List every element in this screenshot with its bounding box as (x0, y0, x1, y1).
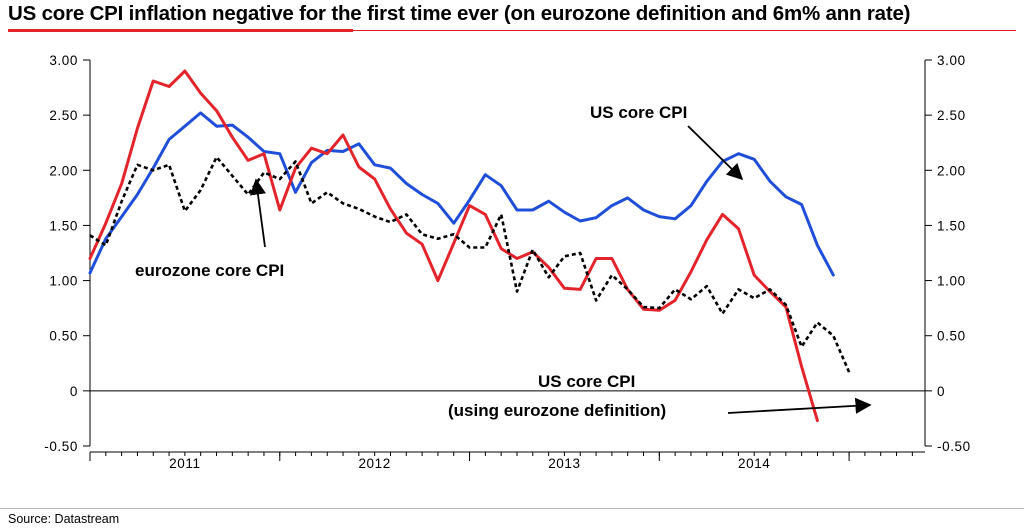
footer-rule (0, 508, 1024, 509)
series-line-2 (89, 155, 851, 373)
annotations: US core CPI eurozone core CPI US core CP… (135, 103, 872, 420)
y-tick-label-right: -0.50 (937, 439, 971, 454)
y-tick-label-right: 2.00 (937, 163, 966, 178)
y-tick-label-left: 2.00 (49, 163, 78, 178)
y-tick-label-left: 1.00 (49, 274, 78, 289)
x-tick-label: 2014 (738, 456, 770, 471)
series-line-0 (88, 111, 835, 277)
axes: -0.50 -0.50 0 0 0.50 0.50 1.00 1.00 1.50 1.50 2.00… (44, 53, 971, 471)
y-tick-label-right: 2.50 (937, 108, 966, 123)
annotation-arrow-us-core-cpi-eurozone-def (727, 397, 872, 414)
annotation-arrow-us-core-cpi (687, 125, 744, 181)
x-tick-label: 2013 (548, 456, 580, 471)
chart-title: US core CPI inflation negative for the f… (8, 2, 911, 25)
y-tick-label-right: 0.50 (937, 329, 966, 344)
y-tick-label-left: 0 (70, 384, 78, 399)
series-layer (88, 69, 851, 423)
y-tick-label-right: 1.50 (937, 218, 966, 233)
annotation-us-core-cpi-eurozone-def-line1: US core CPI (538, 372, 635, 391)
y-tick-label-left: 1.50 (49, 218, 78, 233)
title-underline-accent (8, 29, 353, 32)
y-tick-label-left: 2.50 (49, 108, 78, 123)
y-tick-label-right: 3.00 (937, 53, 966, 68)
annotation-us-core-cpi-eurozone-def-line2: (using eurozone definition) (448, 401, 666, 420)
y-tick-label-left: 3.00 (49, 53, 78, 68)
x-tick-label: 2011 (169, 456, 200, 471)
source-note: Source: Datastream (8, 512, 120, 526)
annotation-us-core-cpi: US core CPI (590, 103, 687, 122)
title-underline-rule (353, 30, 1016, 31)
annotation-arrow-eurozone-core-cpi (249, 178, 266, 248)
y-tick-label-left: -0.50 (44, 439, 78, 454)
annotation-eurozone-core-cpi: eurozone core CPI (135, 261, 284, 280)
series-line-1 (88, 69, 819, 423)
y-tick-label-right: 1.00 (937, 274, 966, 289)
y-tick-label-right: 0 (937, 384, 945, 399)
y-tick-label-left: 0.50 (49, 329, 78, 344)
x-tick-label: 2012 (358, 456, 390, 471)
